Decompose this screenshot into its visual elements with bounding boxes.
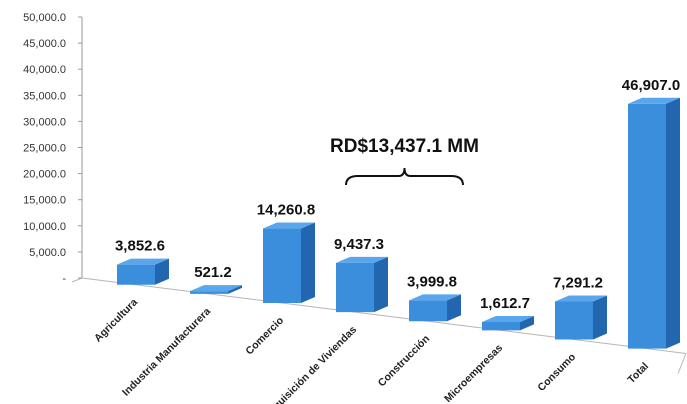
floor-right-edge xyxy=(677,353,687,374)
bar xyxy=(555,295,607,340)
category-label: Microempresas xyxy=(442,342,505,404)
bar-top xyxy=(117,258,169,265)
labels-layer: 3,852.6 Agricultura 521.2 Industria Manufac… xyxy=(92,77,680,404)
bar-front xyxy=(190,291,228,294)
y-tick-label: - xyxy=(62,273,66,285)
bar-top xyxy=(409,294,461,301)
bar-front xyxy=(117,264,155,285)
annotation-brace xyxy=(345,167,464,186)
data-label: 14,260.8 xyxy=(257,202,315,219)
data-label: 46,907.0 xyxy=(622,77,680,94)
bar-top xyxy=(482,315,534,322)
bar-top xyxy=(628,97,680,104)
bar-side xyxy=(666,97,680,349)
bar xyxy=(117,258,169,285)
bar-side xyxy=(447,294,461,322)
data-label: 9,437.3 xyxy=(334,236,384,253)
axis-layer: - 5,000.0 10,000.0 15,000.0 20,000.0 25,000.0… xyxy=(23,12,687,374)
y-tick-label: 35,000.0 xyxy=(23,90,66,102)
bar-top xyxy=(336,256,388,263)
bar xyxy=(336,256,388,313)
floor-left-edge xyxy=(71,277,83,283)
y-tick-label: 15,000.0 xyxy=(23,195,66,207)
bar xyxy=(190,285,242,294)
data-label: 1,612.7 xyxy=(480,295,530,312)
category-label: Industria Manufacturera xyxy=(120,305,213,398)
bar-front xyxy=(263,228,301,303)
bars-layer xyxy=(117,97,680,349)
y-tick-label: 25,000.0 xyxy=(23,143,66,155)
bar-side xyxy=(593,295,607,340)
data-label: 3,852.6 xyxy=(115,238,165,255)
y-tick-label: 40,000.0 xyxy=(23,64,66,76)
annotation-layer: RD$13,437.1 MM xyxy=(330,136,479,186)
bar-side xyxy=(155,258,169,285)
bar-front xyxy=(555,301,593,340)
bar xyxy=(409,294,461,322)
y-tick-label: 20,000.0 xyxy=(23,169,66,181)
bar-front xyxy=(409,300,447,322)
y-tick-label: 45,000.0 xyxy=(23,38,66,50)
bar-front xyxy=(628,103,666,349)
bar xyxy=(263,222,315,303)
category-label: Comercio xyxy=(243,315,286,358)
category-label: Total xyxy=(625,360,651,386)
y-tick-label: 10,000.0 xyxy=(23,221,66,233)
annotation-label: RD$13,437.1 MM xyxy=(330,136,479,157)
floor-front-edge xyxy=(81,277,687,354)
bar-top xyxy=(190,285,242,292)
bar-top xyxy=(263,222,315,229)
bar-side xyxy=(228,285,242,294)
bar-side xyxy=(301,222,315,303)
category-label: Agricultura xyxy=(92,296,140,344)
data-label: 521.2 xyxy=(194,264,232,281)
y-tick-label: 50,000.0 xyxy=(23,12,66,24)
bar-top xyxy=(555,295,607,302)
bar-side xyxy=(374,256,388,313)
category-label: Consumo xyxy=(535,351,578,394)
y-tick-label: 30,000.0 xyxy=(23,116,66,128)
bar xyxy=(482,315,534,331)
data-label: 3,999.8 xyxy=(407,273,457,290)
bar-front xyxy=(482,321,520,331)
bar-front xyxy=(336,262,374,313)
category-label: Adquisición de Viviendas xyxy=(261,324,359,404)
bar-side xyxy=(520,315,534,331)
data-label: 7,291.2 xyxy=(553,274,603,291)
y-tick-label: 5,000.0 xyxy=(29,247,66,259)
category-label: Construcción xyxy=(376,333,432,389)
bar xyxy=(628,97,680,349)
